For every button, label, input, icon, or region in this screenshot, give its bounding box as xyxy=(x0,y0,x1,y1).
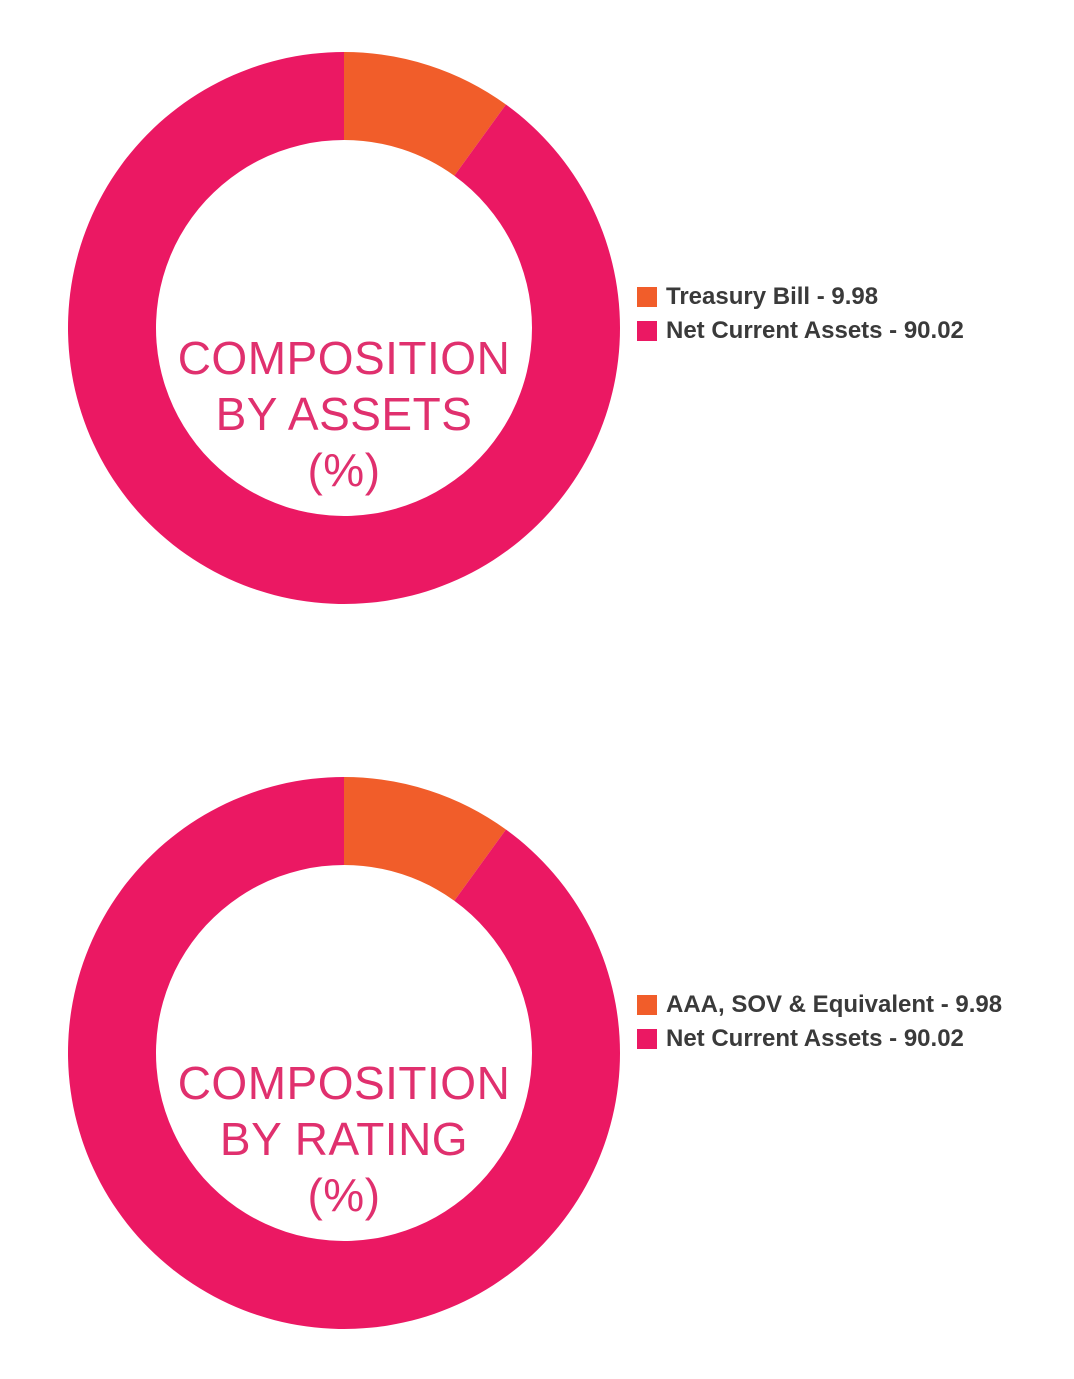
rating-legend-label-1: Net Current Assets - 90.02 xyxy=(666,1025,964,1052)
assets-slice-0[interactable] xyxy=(344,52,506,176)
rating-title-line-3: (%) xyxy=(307,1169,381,1221)
rating-donut xyxy=(67,777,620,1329)
assets-legend-swatch-1 xyxy=(637,321,657,341)
rating-composition-chart: COMPOSITION BY RATING (%) AAA, SOV & Equ… xyxy=(0,775,1074,1335)
rating-legend: AAA, SOV & Equivalent - 9.98 Net Current… xyxy=(637,988,1007,1056)
assets-donut xyxy=(67,52,620,604)
assets-composition-chart: COMPOSITION BY ASSETS (%) Treasury Bill … xyxy=(0,50,1074,610)
rating-legend-swatch-0 xyxy=(637,995,657,1015)
rating-title-line-1: COMPOSITION xyxy=(177,1057,511,1109)
assets-legend-item-treasury-bill[interactable]: Treasury Bill - 9.98 xyxy=(637,280,1007,314)
assets-title-line-2: BY ASSETS xyxy=(215,388,473,440)
rating-slice-1[interactable] xyxy=(67,777,620,1329)
rating-chart-title: COMPOSITION BY RATING (%) xyxy=(140,1055,548,1223)
rating-legend-swatch-1 xyxy=(637,1029,657,1049)
assets-legend-label-1: Net Current Assets - 90.02 xyxy=(666,317,964,344)
rating-legend-label-0: AAA, SOV & Equivalent - 9.98 xyxy=(666,991,1003,1018)
assets-legend: Treasury Bill - 9.98 Net Current Assets … xyxy=(637,280,1007,348)
assets-legend-label-0: Treasury Bill - 9.98 xyxy=(666,283,879,310)
rating-slice-0[interactable] xyxy=(344,777,506,901)
assets-title-line-1: COMPOSITION xyxy=(177,332,511,384)
rating-title-line-2: BY RATING xyxy=(219,1113,469,1165)
rating-legend-item-net-current-assets[interactable]: Net Current Assets - 90.02 xyxy=(637,1022,1007,1056)
assets-slice-1[interactable] xyxy=(67,52,620,604)
assets-legend-item-net-current-assets[interactable]: Net Current Assets - 90.02 xyxy=(637,314,1007,348)
assets-chart-title: COMPOSITION BY ASSETS (%) xyxy=(140,330,548,498)
assets-legend-swatch-0 xyxy=(637,287,657,307)
assets-title-line-3: (%) xyxy=(307,444,381,496)
rating-legend-item-aaa-sov[interactable]: AAA, SOV & Equivalent - 9.98 xyxy=(637,988,1007,1022)
